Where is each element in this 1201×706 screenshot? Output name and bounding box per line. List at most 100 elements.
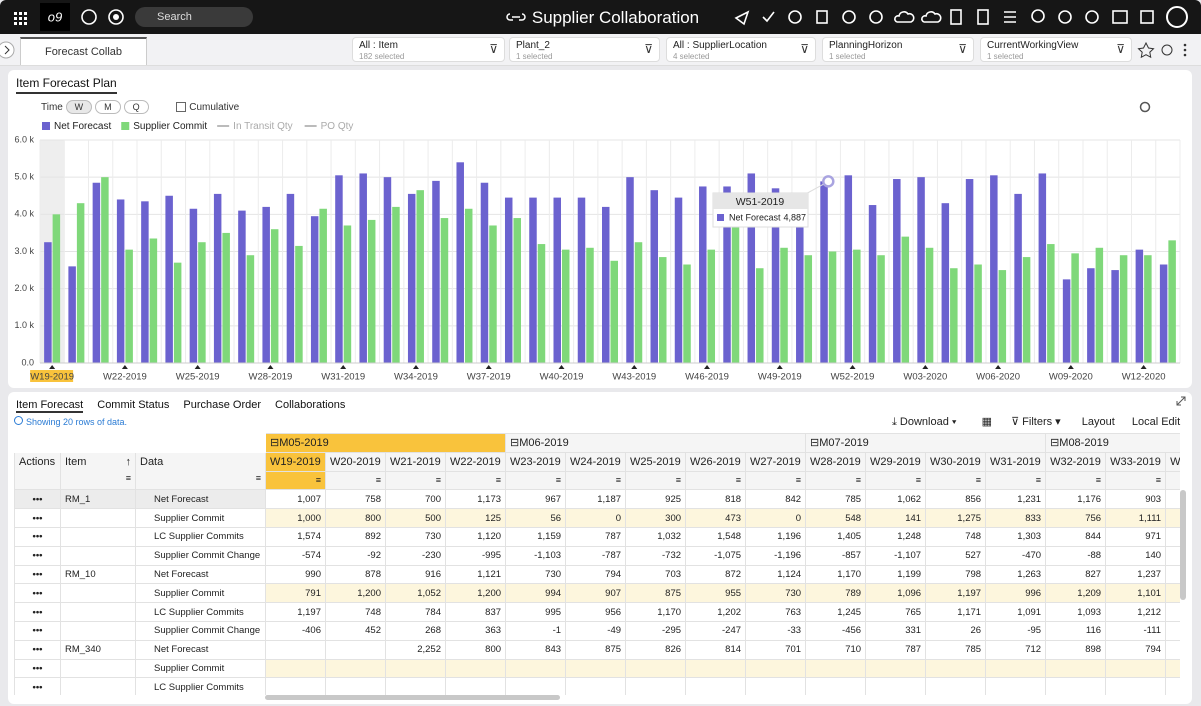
row-item bbox=[61, 546, 136, 565]
week-header: W31-2019 bbox=[986, 452, 1046, 471]
local-edit-button[interactable]: Local Edit bbox=[1132, 416, 1180, 428]
row-actions[interactable]: ••• bbox=[15, 565, 61, 584]
week-filter: ≡ bbox=[806, 471, 866, 490]
row-actions[interactable]: ••• bbox=[15, 490, 61, 509]
cell: 800 bbox=[326, 509, 386, 528]
bar bbox=[384, 177, 392, 363]
layout-button[interactable]: Layout bbox=[1082, 416, 1115, 428]
more-icon[interactable] bbox=[1184, 44, 1187, 57]
cell bbox=[326, 659, 386, 678]
filter[interactable]: Plant_21 selected⊽ bbox=[509, 37, 660, 62]
bar bbox=[675, 198, 683, 363]
cell: 1,120 bbox=[446, 527, 506, 546]
cell: 1,007 bbox=[266, 490, 326, 509]
bar bbox=[481, 183, 489, 363]
cell: 1,197 bbox=[266, 603, 326, 622]
bar bbox=[1120, 255, 1128, 363]
filter[interactable]: CurrentWorkingView1 selected⊽ bbox=[980, 37, 1132, 62]
cell: 898 bbox=[1046, 640, 1106, 659]
bar bbox=[902, 237, 910, 363]
bar bbox=[893, 179, 901, 363]
row-measure: LC Supplier Commits bbox=[136, 603, 266, 622]
cell: 1,200 bbox=[446, 584, 506, 603]
row-actions[interactable]: ••• bbox=[15, 603, 61, 622]
cell: 785 bbox=[926, 640, 986, 659]
bar bbox=[1136, 250, 1144, 363]
star-icon[interactable] bbox=[1139, 43, 1154, 57]
maximize-icon[interactable] bbox=[1175, 395, 1187, 407]
bar bbox=[1111, 270, 1119, 363]
row-actions[interactable]: ••• bbox=[15, 659, 61, 678]
row-actions[interactable]: ••• bbox=[15, 640, 61, 659]
row-actions[interactable]: ••• bbox=[15, 584, 61, 603]
grid-tab[interactable]: Commit Status bbox=[97, 399, 169, 411]
grid-tab[interactable]: Purchase Order bbox=[183, 399, 261, 411]
x-tick-label: W25-2019 bbox=[176, 372, 220, 383]
cell: -1,107 bbox=[866, 546, 926, 565]
cell: 756 bbox=[1046, 509, 1106, 528]
row-actions[interactable]: ••• bbox=[15, 509, 61, 528]
cell: 1,231 bbox=[986, 490, 1046, 509]
data-row: •••LC Supplier Commits1,5748927301,1201,… bbox=[15, 527, 1181, 546]
bar bbox=[344, 225, 352, 363]
bar bbox=[416, 190, 424, 363]
filter-icon: ⊽ bbox=[958, 42, 967, 56]
cell bbox=[1166, 584, 1180, 603]
h-scrollbar[interactable] bbox=[265, 695, 560, 700]
row-measure: Supplier Commit Change bbox=[136, 621, 266, 640]
bar bbox=[77, 203, 85, 363]
week-filter: ≡ bbox=[626, 471, 686, 490]
row-actions[interactable]: ••• bbox=[15, 621, 61, 640]
cell: 1,000 bbox=[266, 509, 326, 528]
filter[interactable]: PlanningHorizon1 selected⊽ bbox=[822, 37, 974, 62]
cell: 452 bbox=[326, 621, 386, 640]
search-box[interactable]: Search bbox=[135, 7, 253, 27]
tooltip-value: 4,887 bbox=[784, 212, 807, 222]
bar bbox=[101, 177, 109, 363]
legend-label: Net Forecast bbox=[54, 121, 111, 132]
v-scrollbar[interactable] bbox=[1180, 490, 1186, 600]
x-tick-label: W12-2020 bbox=[1122, 372, 1166, 383]
cell: 1,237 bbox=[1106, 565, 1166, 584]
week-filter: ≡ bbox=[1106, 471, 1166, 490]
top-bar: o9 Supplier Collaboration Search bbox=[0, 0, 1201, 34]
row-item bbox=[61, 603, 136, 622]
cell: 827 bbox=[1046, 565, 1106, 584]
filter-sub: 1 selected bbox=[829, 52, 967, 61]
filter[interactable]: All : SupplierLocation4 selected⊽ bbox=[666, 37, 816, 62]
cell: 748 bbox=[326, 603, 386, 622]
bar bbox=[651, 190, 659, 363]
bar bbox=[141, 201, 149, 363]
cell: 843 bbox=[506, 640, 566, 659]
bar bbox=[780, 248, 788, 363]
share-icon[interactable] bbox=[1162, 45, 1172, 55]
month-header: ⊟M08-2019 bbox=[1046, 434, 1180, 453]
cell: 710 bbox=[806, 640, 866, 659]
cell: 527 bbox=[926, 546, 986, 565]
row-actions[interactable]: ••• bbox=[15, 678, 61, 695]
cell: -95 bbox=[986, 621, 1046, 640]
grid-tab[interactable]: Item Forecast bbox=[16, 399, 83, 413]
cell: 730 bbox=[746, 584, 806, 603]
info: Showing 20 rows of data. bbox=[14, 416, 127, 427]
bar bbox=[917, 177, 925, 363]
bar bbox=[368, 220, 376, 363]
cell: 1,196 bbox=[746, 527, 806, 546]
expand-button[interactable] bbox=[0, 40, 18, 60]
export-icon[interactable]: ▦ bbox=[982, 416, 992, 428]
download-button[interactable]: ⤓ Download ▾ bbox=[892, 416, 957, 428]
bar bbox=[1160, 265, 1168, 363]
tab[interactable]: Forecast Collab bbox=[20, 37, 147, 65]
grid-tab[interactable]: Collaborations bbox=[275, 399, 345, 411]
filter[interactable]: All : Item182 selected⊽ bbox=[352, 37, 505, 62]
filters-label: Filters bbox=[1022, 416, 1052, 428]
cell bbox=[806, 678, 866, 695]
row-actions[interactable]: ••• bbox=[15, 527, 61, 546]
filters-button[interactable]: ⊽ Filters ▾ bbox=[1011, 416, 1061, 428]
cell bbox=[986, 659, 1046, 678]
row-actions[interactable]: ••• bbox=[15, 546, 61, 565]
y-tick-label: 1.0 k bbox=[14, 320, 34, 330]
cell bbox=[1166, 603, 1180, 622]
filter-icon: ⊽ bbox=[644, 42, 653, 56]
